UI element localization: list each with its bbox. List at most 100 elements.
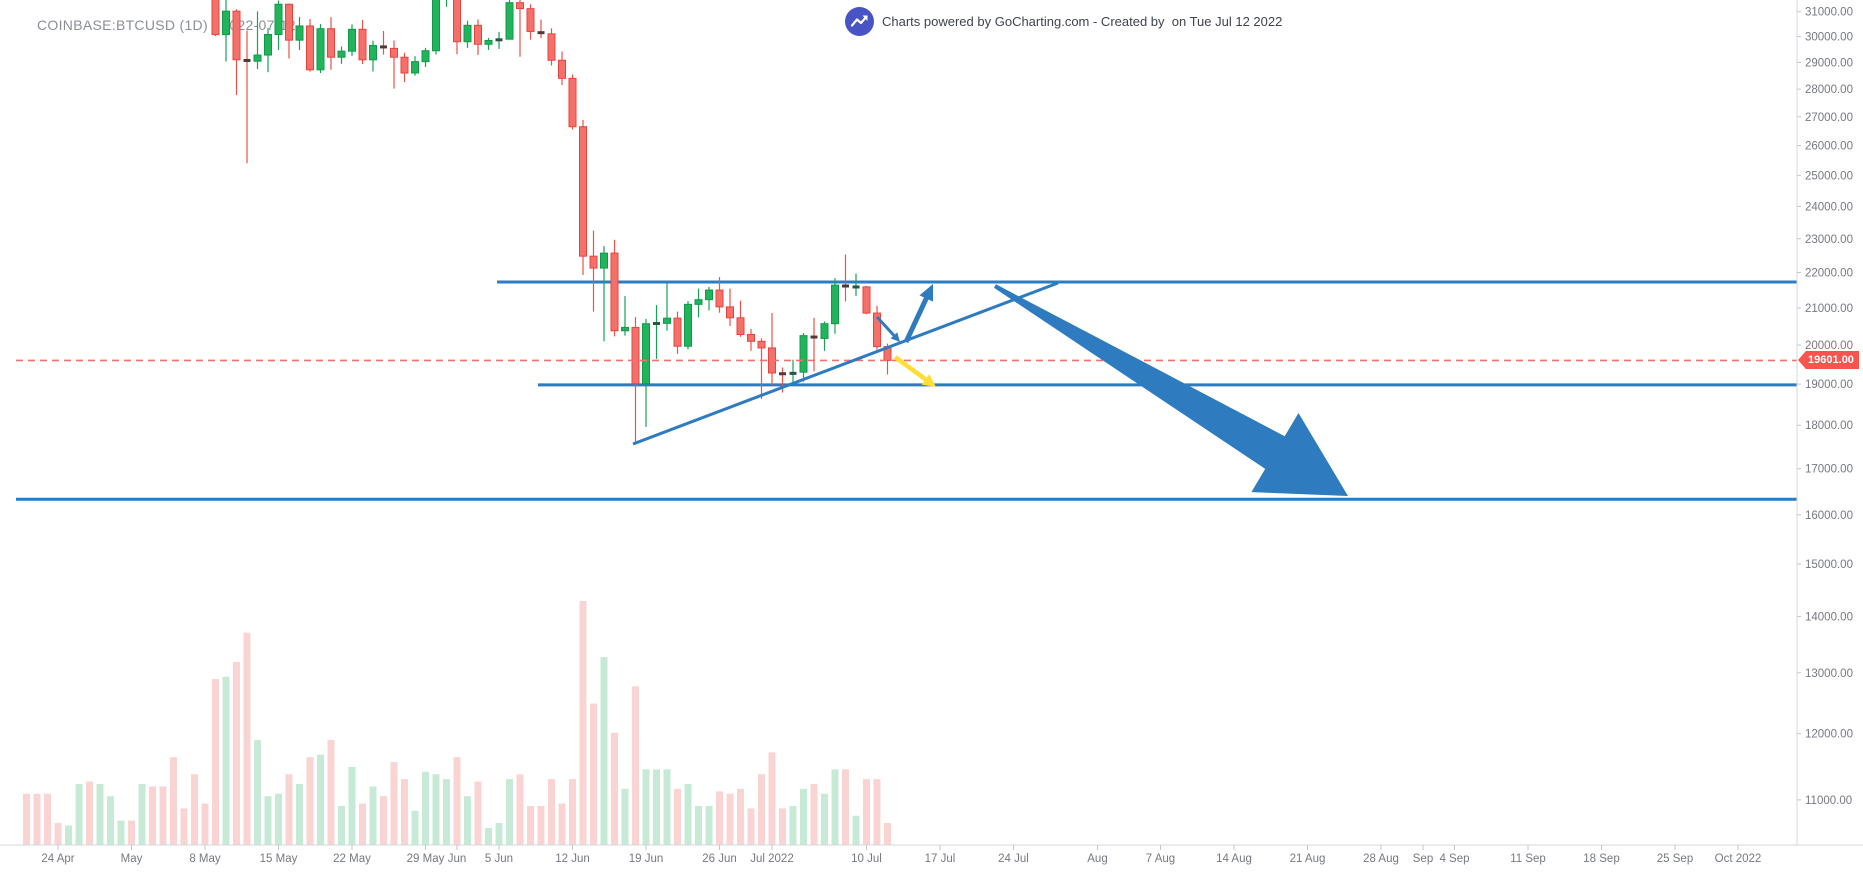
volume-bar (138, 784, 146, 845)
volume-bar (621, 788, 629, 845)
y-axis-label: 28000.00 (1805, 84, 1853, 96)
yellow-down-arrow-head (921, 374, 936, 387)
candle-body (484, 39, 493, 45)
candle-body (715, 289, 724, 308)
volume-bar (516, 774, 524, 845)
candle-body (789, 371, 797, 375)
ascending-trendline[interactable] (632, 281, 1059, 446)
volume-bar (285, 774, 293, 845)
candle-body (211, 0, 220, 36)
x-axis-label: 21 Aug (1290, 853, 1326, 865)
candle-body (810, 335, 818, 339)
candle-body (779, 372, 786, 376)
y-axis-label: 20000.00 (1805, 340, 1853, 352)
x-axis-label: 10 Jul (851, 853, 882, 865)
volume-bar (569, 779, 576, 845)
volume-bar (306, 757, 314, 845)
y-axis-label: 27000.00 (1805, 112, 1853, 124)
candle-body (274, 3, 283, 35)
volume-bar (296, 784, 303, 845)
volume-bar (453, 757, 461, 845)
volume-bar (411, 810, 419, 845)
candle-body (348, 28, 356, 52)
y-axis-label: 18000.00 (1805, 420, 1853, 432)
volume-bar (159, 786, 167, 845)
x-axis-label: 18 Sep (1583, 853, 1619, 865)
volume-bar (821, 793, 828, 845)
candle-body (526, 8, 535, 32)
candle-body (653, 322, 660, 326)
candle-body (516, 2, 524, 10)
big-down-arrow[interactable] (994, 284, 1348, 496)
x-axis-label: 11 Sep (1510, 853, 1546, 865)
candle-body (547, 33, 556, 61)
y-axis-label: 11000.00 (1805, 795, 1852, 807)
breakout-up-arrow[interactable] (903, 296, 929, 344)
volume-bar (632, 686, 639, 845)
candle-body (610, 252, 619, 332)
candle-body (736, 317, 745, 336)
candle-body (757, 340, 766, 349)
volume-bar (401, 779, 408, 845)
volume-bar (464, 796, 471, 845)
candle-body (505, 2, 514, 40)
gocharting-logo-trend-arrow-icon (845, 6, 874, 36)
candle-body (642, 323, 650, 385)
volume-bar (558, 803, 566, 845)
volume-bar (600, 657, 608, 845)
candle-body (295, 25, 304, 41)
volume-bar (75, 784, 83, 845)
volume-bar (33, 793, 41, 845)
x-axis-label: 17 Jul (925, 853, 956, 865)
candle-body (831, 284, 839, 325)
volume-bar (170, 757, 177, 845)
y-axis-label: 24000.00 (1805, 201, 1853, 213)
volume-bar (243, 632, 251, 845)
volume-bar (537, 805, 545, 845)
x-axis-label: 24 Apr (41, 853, 74, 865)
y-axis-label: 14000.00 (1805, 611, 1853, 623)
volume-bar (264, 796, 272, 845)
candle-body (694, 299, 703, 305)
volume-bar (842, 769, 849, 845)
candle-body (285, 3, 293, 41)
volume-bar (527, 805, 534, 845)
x-axis-label: 15 May (260, 853, 298, 865)
y-axis-label: 25000.00 (1805, 170, 1853, 182)
y-axis-label: 17000.00 (1805, 464, 1853, 476)
volume-bar (642, 769, 650, 845)
volume-bar (338, 805, 345, 845)
volume-bar (590, 703, 597, 845)
x-axis-label: 24 Jul (998, 853, 1029, 865)
candle-body (474, 24, 482, 45)
volume-bar (117, 820, 125, 845)
volume-bar (548, 779, 555, 845)
volume-bar (432, 774, 440, 845)
y-axis-label: 30000.00 (1805, 32, 1853, 44)
yellow-down-arrow[interactable] (893, 355, 928, 382)
y-axis-label: 13000.00 (1805, 668, 1853, 680)
candle-body (579, 126, 587, 257)
volume-bar (107, 796, 114, 845)
volume-bar (191, 774, 198, 845)
candle-body (726, 306, 734, 319)
volume-bar (233, 662, 240, 845)
x-axis-label: 29 May (407, 853, 445, 865)
candle-body (380, 45, 387, 49)
symbol-watermark: COINBASE:BTCUSD (1D) - 2022-07-12 (37, 17, 296, 33)
volume-bar (23, 793, 30, 845)
volume-bar (852, 815, 860, 845)
pullback-arrow[interactable] (875, 315, 896, 338)
pullback-arrow-head (890, 332, 900, 342)
volume-bar (800, 788, 807, 845)
volume-bar (506, 779, 513, 845)
volume-bar (716, 791, 723, 845)
candle-body (463, 24, 472, 43)
volume-bar (44, 793, 51, 845)
volume-bar (747, 808, 755, 845)
candle-body (673, 317, 682, 347)
volume-bar (96, 784, 104, 845)
y-axis-label: 22000.00 (1805, 268, 1853, 280)
